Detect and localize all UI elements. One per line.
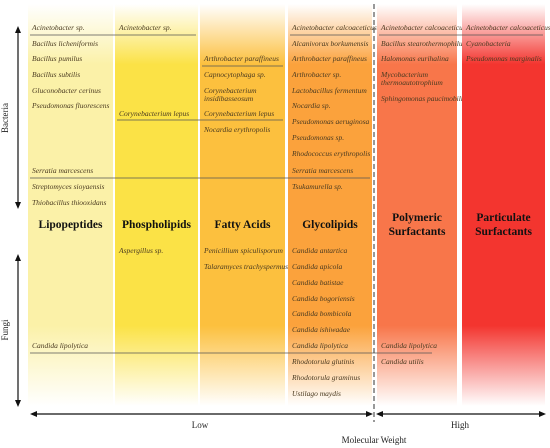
organism: Acinetobacter calcoaceticus: [380, 23, 466, 32]
organism: Rhodococcus erythropolis: [291, 149, 370, 158]
organism: Pseudomonas sp.: [291, 133, 344, 142]
organism: Alcanivorax borkumensis: [291, 39, 369, 48]
columns: Lipopeptides Acinetobacter sp. Bacillus li…: [28, 4, 550, 406]
organism: Halomonas eurihalina: [380, 54, 449, 63]
organism: Corynebacterium lepus: [204, 109, 274, 118]
organism: Acinetobacter calcoaceticus: [291, 23, 377, 32]
organism: Rhodotorula glutinis: [291, 357, 354, 366]
column-bg: [377, 4, 457, 406]
organism: Arthrobacter sp.: [291, 70, 341, 79]
column-bg: [462, 4, 545, 406]
column-bg: [28, 4, 113, 406]
organism: Serratia marcescens: [292, 166, 353, 175]
organism: Candida bombicola: [292, 309, 352, 318]
column-heading: Surfactants: [475, 226, 532, 238]
column-bg: [115, 4, 198, 406]
organism: Arthrobacter paraffineus: [203, 54, 279, 63]
organism: Candida lipolytica: [381, 341, 437, 350]
organism: Pseudomonas marginalis: [465, 54, 542, 63]
organism: Capnocytophaga sp.: [204, 70, 266, 79]
organism: Bacillus stearothermophilus: [381, 39, 466, 48]
arrows: [15, 26, 546, 417]
organism: Arthrobacter paraffineus: [291, 54, 367, 63]
organism: Bacillus licheniformis: [32, 39, 98, 48]
organism: Ustilago maydis: [292, 389, 341, 398]
organism: Acinetobacter sp.: [118, 23, 172, 32]
column-heading: Polymeric: [392, 212, 442, 224]
organism: Streptomyces sioyaensis: [32, 182, 104, 191]
organism: Candida apicola: [292, 262, 342, 271]
organism: insidibasseosum: [204, 94, 254, 103]
column-heading: Glycolipids: [302, 219, 358, 231]
organism: Sphingomonas paucimobilis: [381, 94, 466, 103]
organism: Bacillus pumilus: [32, 54, 82, 63]
organism: Aspergillus sp.: [118, 246, 163, 255]
organism: Talaramyces trachyspermus: [204, 262, 288, 271]
low-label: Low: [192, 420, 209, 430]
organism: Candida utilis: [381, 357, 424, 366]
column-heading: Fatty Acids: [215, 219, 271, 231]
column-bg: [288, 4, 372, 406]
organism: Candida bogoriensis: [292, 294, 355, 303]
organism: Mycobacterium: [380, 70, 429, 79]
organism: Serratia marcescens: [32, 166, 93, 175]
organism: Candida batistae: [292, 278, 344, 287]
organism: Corynebacterium: [204, 86, 257, 95]
column-heading: Lipopeptides: [39, 219, 103, 231]
organism: Candida antartica: [292, 246, 347, 255]
organism: Candida lipolytica: [32, 341, 88, 350]
organism: Acinetobacter sp.: [31, 23, 85, 32]
organism: Lactobacillus fermentum: [291, 86, 367, 95]
column-heading: Phospholipids: [122, 219, 192, 231]
organism: Rhodotorula graminus: [291, 373, 360, 382]
organism: Pseudomonas aeruginosa: [291, 117, 370, 126]
organism: Pseudomonas fluorescens: [31, 101, 110, 110]
organism: thermoautotrophium: [381, 78, 443, 87]
organism: Nocardia sp.: [291, 101, 331, 110]
column-bg: [200, 4, 285, 406]
organism: Acinetobacter calcoaceticus: [465, 23, 550, 32]
organism: Corynebacterium lepus: [119, 109, 189, 118]
organism: Tsukamurella sp.: [292, 182, 343, 191]
high-label: High: [451, 420, 470, 430]
organism: Candida lipolytica: [292, 341, 348, 350]
organism: Bacillus subtilis: [32, 70, 80, 79]
organism: Penicillium spiculisporum: [203, 246, 284, 255]
axis-label: Molecular Weight: [342, 435, 407, 445]
organism: Cyanobacteria: [466, 39, 511, 48]
column-heading: Surfactants: [389, 226, 446, 238]
organism: Thiobacillus thiooxidans: [32, 198, 106, 207]
separators: [30, 34, 543, 354]
fungi-label: Fungi: [0, 319, 10, 341]
organism: Gluconobacter cerinus: [32, 86, 101, 95]
organism: Candida ishiwadae: [292, 325, 351, 334]
bacteria-label: Bacteria: [0, 103, 10, 133]
organism: Nocardia erythropolis: [203, 125, 270, 134]
column-heading: Particulate: [476, 212, 530, 224]
